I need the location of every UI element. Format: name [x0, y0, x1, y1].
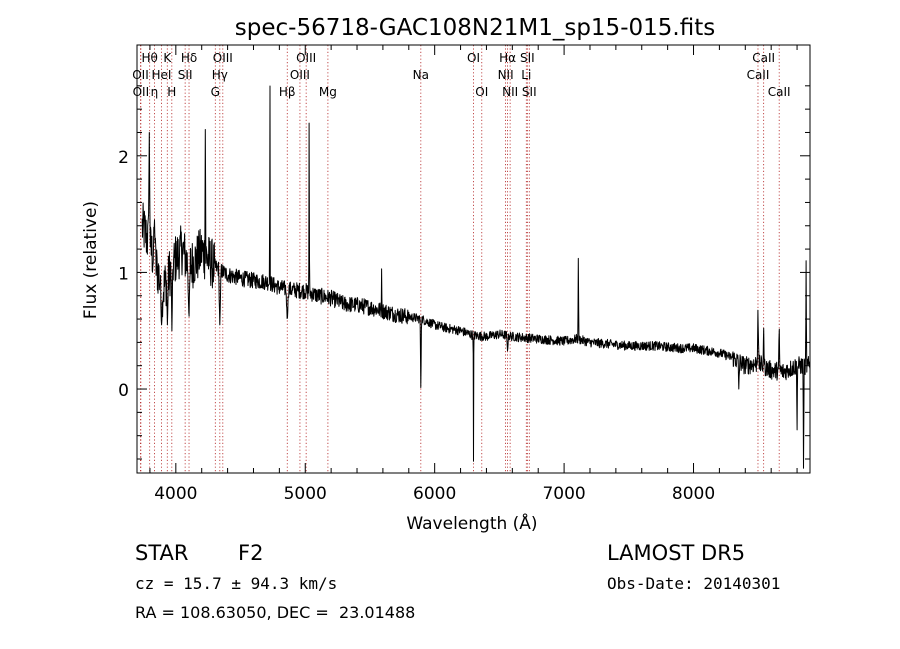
line-marker-label-16: Na — [413, 68, 429, 82]
line-marker-label-2: OII — [133, 85, 150, 99]
line-marker-label-22: Li — [521, 68, 531, 82]
x-tick-label-7000: 7000 — [542, 484, 585, 504]
x-axis: 4000 5000 6000 7000 8000 — [149, 45, 798, 504]
line-marker-label-6: H — [167, 85, 176, 99]
line-marker-group — [140, 45, 780, 473]
line-marker-label-19: NII — [498, 68, 514, 82]
x-tick-label-8000: 8000 — [672, 484, 715, 504]
chart-title: spec-56718-GAC108N21M1_sp15-015.fits — [235, 15, 715, 41]
survey-name: LAMOST DR5 — [607, 541, 746, 565]
line-marker-label-1: OII — [132, 68, 149, 82]
y-tick-label-0: 0 — [118, 381, 129, 401]
object-class: STAR — [135, 541, 189, 565]
line-marker-label-14: OIII — [296, 51, 316, 65]
line-marker-label-17: OI — [467, 51, 480, 65]
coordinates-readout: RA = 108.63050, DEC = 23.01488 — [135, 603, 416, 622]
x-axis-label: Wavelength (Å) — [406, 512, 537, 534]
line-marker-label-11: OIII — [213, 51, 233, 65]
line-marker-label-25: CaII — [747, 68, 770, 82]
line-marker-label-7: SII — [178, 68, 193, 82]
x-tick-label-6000: 6000 — [413, 484, 456, 504]
y-axis: 0 1 2 — [118, 85, 810, 460]
spectrum-series-line — [141, 85, 811, 469]
redshift-readout: cz = 15.7 ± 94.3 km/s — [135, 574, 338, 593]
x-tick-label-4000: 4000 — [154, 484, 197, 504]
y-axis-label: Flux (relative) — [81, 201, 101, 319]
line-marker-label-12: Hβ — [279, 85, 296, 99]
observation-date: Obs-Date: 20140301 — [607, 574, 781, 593]
line-marker-label-4: HeI — [151, 68, 171, 82]
line-marker-label-20: Hα — [499, 51, 516, 65]
line-marker-label-13: OIII — [290, 68, 310, 82]
line-marker-label-3: η — [151, 85, 159, 99]
line-marker-label-15: Mg — [319, 85, 337, 99]
line-marker-label-23: SII — [520, 51, 535, 65]
y-tick-label-1: 1 — [118, 264, 129, 284]
y-tick-label-2: 2 — [118, 148, 129, 168]
line-marker-label-18: OI — [475, 85, 488, 99]
line-marker-label-21: NII — [502, 85, 518, 99]
object-subclass: F2 — [238, 541, 264, 565]
line-marker-label-27: CaII — [768, 85, 791, 99]
line-marker-label-0: Hθ — [141, 51, 157, 65]
line-marker-label-26: CaII — [752, 51, 775, 65]
line-marker-label-9: Hγ — [212, 68, 228, 82]
line-marker-label-10: G — [211, 85, 220, 99]
line-marker-label-8: Hδ — [181, 51, 197, 65]
x-tick-label-5000: 5000 — [284, 484, 327, 504]
line-marker-label-5: K — [163, 51, 172, 65]
line-marker-label-24: SII — [522, 85, 537, 99]
plot-frame — [136, 44, 811, 474]
